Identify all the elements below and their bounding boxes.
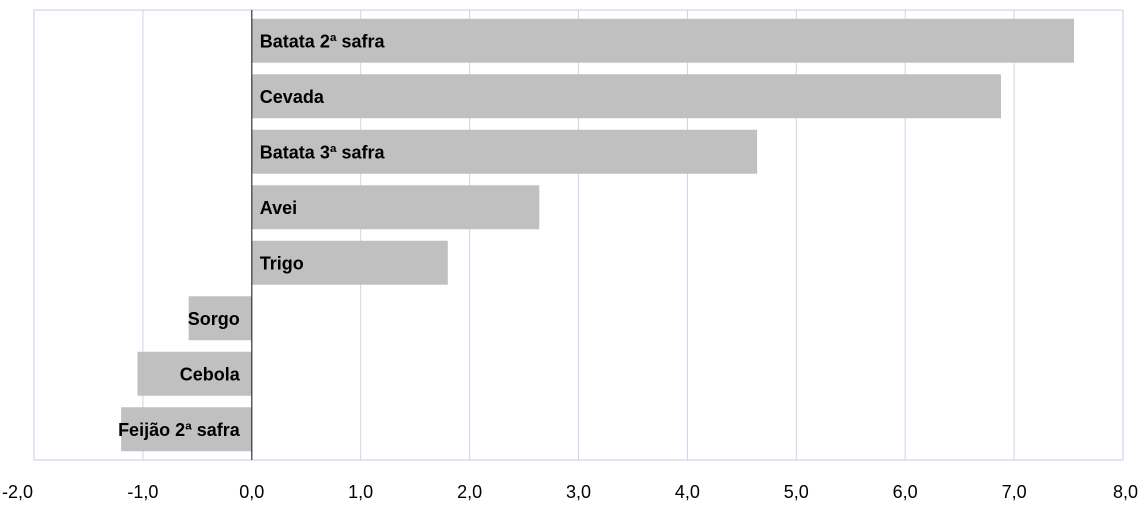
bar <box>121 407 252 452</box>
x-tick-label: 0,0 <box>239 482 264 502</box>
x-tick-label: 2,0 <box>457 482 482 502</box>
x-tick-label: 5,0 <box>784 482 809 502</box>
bar-label: Cevada <box>260 87 325 107</box>
bar-label: Trigo <box>260 253 304 273</box>
x-tick-label: 1,0 <box>348 482 373 502</box>
bar <box>251 18 1074 63</box>
x-tick-label: -2,0 <box>2 482 33 502</box>
x-tick-label: 4,0 <box>675 482 700 502</box>
x-tick-label: -1,0 <box>127 482 158 502</box>
bar-label: Batata 3ª safra <box>260 142 386 162</box>
bar-label: Batata 2ª safra <box>260 31 386 51</box>
bar <box>251 185 540 230</box>
x-tick-label: 3,0 <box>566 482 591 502</box>
bar <box>188 296 252 341</box>
bar-label: Cebola <box>180 364 241 384</box>
bar <box>251 74 1002 119</box>
x-tick-label: 6,0 <box>893 482 918 502</box>
bar <box>251 240 448 285</box>
bar-label: Avei <box>260 198 297 218</box>
bar <box>137 351 252 396</box>
bar-label: Sorgo <box>188 309 240 329</box>
x-tick-label: 7,0 <box>1002 482 1027 502</box>
bar-label: Feijão 2ª safra <box>118 420 241 440</box>
x-tick-label: 8,0 <box>1113 482 1138 502</box>
bar <box>251 129 758 174</box>
x-axis-tick-labels: -2,0 -1,0 0,0 1,0 2,0 3,0 4,0 5,0 6,0 7,0 8,0 <box>2 482 1138 502</box>
bars: Batata 2ª safra Cevada Batata 3ª safra Avei… <box>118 18 1074 452</box>
